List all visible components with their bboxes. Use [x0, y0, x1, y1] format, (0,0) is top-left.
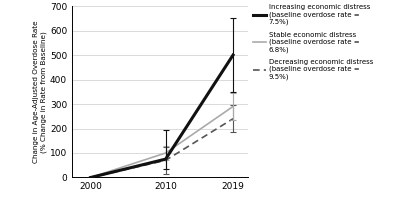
Legend: Increasing economic distress
(baseline overdose rate =
7.5%), Stable economic di: Increasing economic distress (baseline o…: [253, 4, 373, 80]
Y-axis label: Change in Age-Adjusted Overdose Rate
(% Change in Rate from Baseline): Change in Age-Adjusted Overdose Rate (% …: [33, 20, 47, 163]
